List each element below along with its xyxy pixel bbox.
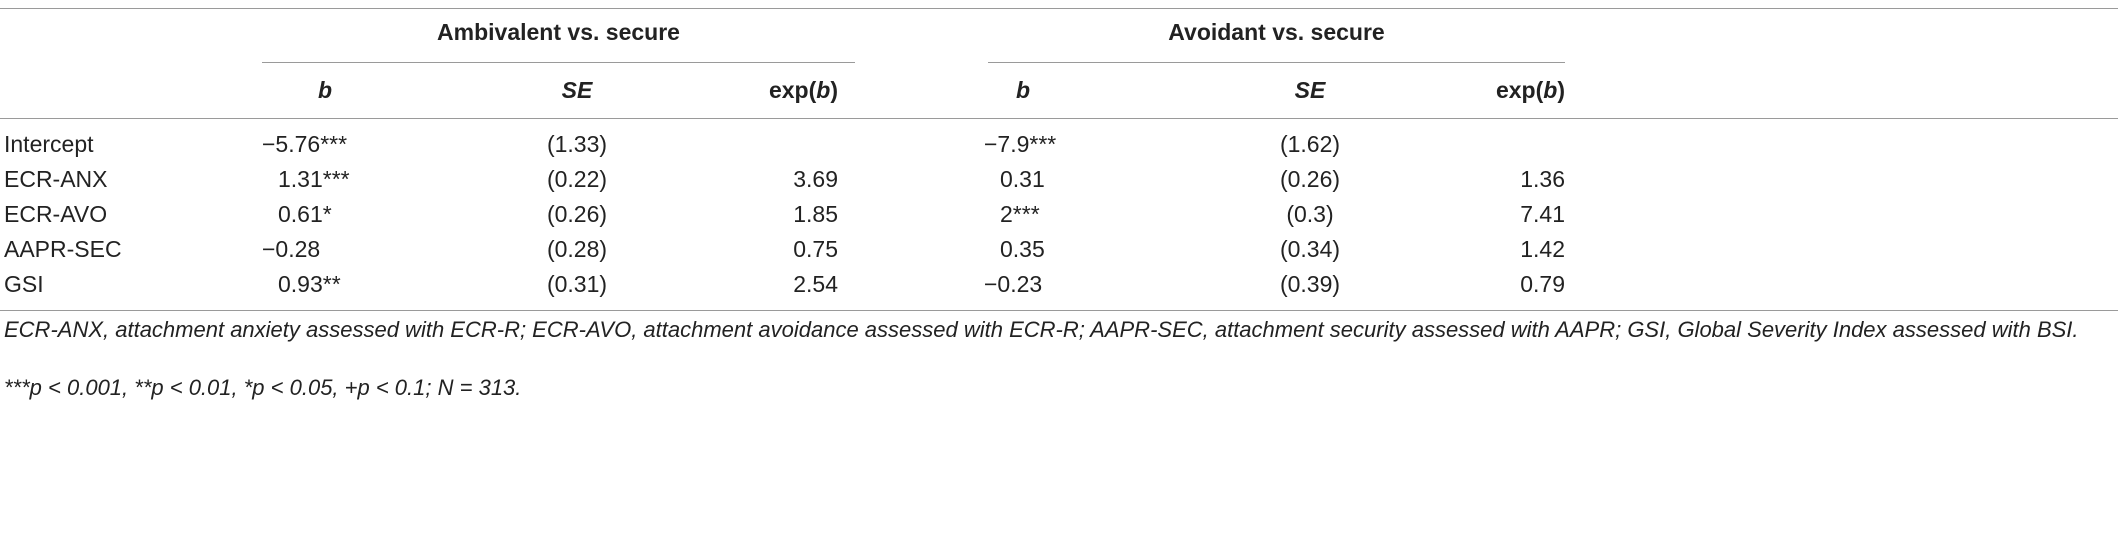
cell: 1.31*** bbox=[278, 166, 350, 192]
cell: (1.33) bbox=[546, 131, 608, 157]
cell: 0.79 bbox=[1520, 271, 1565, 297]
row-label: Intercept bbox=[4, 131, 94, 157]
cell: 0.61* bbox=[278, 201, 332, 227]
top-rule bbox=[0, 8, 2118, 9]
row-label: ECR-ANX bbox=[4, 166, 108, 192]
column-header: exp(b) bbox=[768, 77, 838, 103]
cell: 0.35 bbox=[1000, 236, 1045, 262]
cell: (0.34) bbox=[1279, 236, 1341, 262]
cell: 3.69 bbox=[793, 166, 838, 192]
row-label: GSI bbox=[4, 271, 44, 297]
cell: (0.28) bbox=[546, 236, 608, 262]
cell: (0.3) bbox=[1286, 201, 1334, 227]
cell: 0.31 bbox=[1000, 166, 1045, 192]
cell: 0.75 bbox=[793, 236, 838, 262]
cell: (0.31) bbox=[546, 271, 608, 297]
column-header: SE bbox=[1294, 77, 1326, 103]
column-header: b bbox=[1016, 77, 1031, 103]
cell: −0.23 bbox=[984, 271, 1043, 297]
cell: 1.85 bbox=[793, 201, 838, 227]
cell: 2.54 bbox=[793, 271, 838, 297]
cell: (0.39) bbox=[1279, 271, 1341, 297]
column-header: SE bbox=[561, 77, 593, 103]
group-rule bbox=[988, 62, 1565, 63]
cell: (0.26) bbox=[546, 201, 608, 227]
cell: −0.28 bbox=[262, 236, 321, 262]
cell: 2*** bbox=[1000, 201, 1040, 227]
cell: 7.41 bbox=[1520, 201, 1565, 227]
cell: (0.26) bbox=[1279, 166, 1341, 192]
group-header: Avoidant vs. secure bbox=[1168, 19, 1385, 45]
cell: −5.76*** bbox=[262, 131, 348, 157]
bottom-rule bbox=[0, 310, 2118, 311]
cell: 1.36 bbox=[1520, 166, 1565, 192]
column-header: b bbox=[317, 77, 333, 103]
cell: (0.22) bbox=[546, 166, 608, 192]
column-header: exp(b) bbox=[1495, 77, 1565, 103]
cell: 0.93** bbox=[278, 271, 341, 297]
cell: (1.62) bbox=[1279, 131, 1341, 157]
group-rule bbox=[262, 62, 855, 63]
footnote: ***p < 0.001, **p < 0.01, *p < 0.05, +p … bbox=[4, 375, 522, 400]
group-header: Ambivalent vs. secure bbox=[437, 19, 680, 45]
row-label: ECR-AVO bbox=[4, 201, 108, 227]
footnote: ECR-ANX, attachment anxiety assessed wit… bbox=[4, 317, 2079, 342]
header-rule bbox=[0, 118, 2118, 119]
row-label: AAPR-SEC bbox=[4, 236, 122, 262]
cell: 1.42 bbox=[1520, 236, 1565, 262]
cell: −7.9*** bbox=[984, 131, 1057, 157]
